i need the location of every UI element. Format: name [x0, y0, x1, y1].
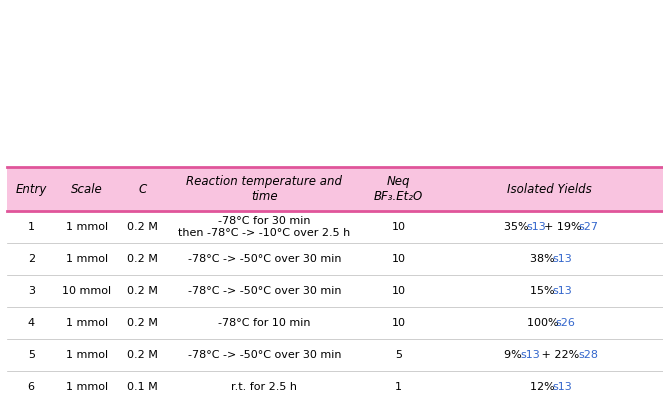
Text: 4: 4	[28, 318, 34, 328]
Text: 1 mmol: 1 mmol	[66, 382, 108, 392]
Text: s13: s13	[553, 286, 572, 296]
Text: Scale: Scale	[71, 183, 103, 195]
Text: s26: s26	[556, 318, 575, 328]
Text: 12%: 12%	[530, 382, 558, 392]
Text: -78°C for 30 min
then -78°C -> -10°C over 2.5 h: -78°C for 30 min then -78°C -> -10°C ove…	[178, 216, 350, 238]
Bar	[7, 167, 663, 211]
Text: -78°C -> -50°C over 30 min: -78°C -> -50°C over 30 min	[188, 286, 341, 296]
Text: 0.1 M: 0.1 M	[127, 382, 158, 392]
Text: Neq
BF₃.Et₂O: Neq BF₃.Et₂O	[374, 175, 424, 203]
Text: 10: 10	[392, 222, 406, 232]
Text: 0.2 M: 0.2 M	[127, 222, 158, 232]
Text: 1 mmol: 1 mmol	[66, 350, 108, 360]
Text: s28: s28	[579, 350, 599, 360]
Text: s13: s13	[521, 350, 540, 360]
Text: s27: s27	[579, 222, 599, 232]
Text: 1: 1	[395, 382, 402, 392]
Text: 15%: 15%	[530, 286, 558, 296]
Text: 10: 10	[392, 318, 406, 328]
Text: 0.2 M: 0.2 M	[127, 254, 158, 264]
Text: 100%: 100%	[526, 318, 562, 328]
Text: 9%: 9%	[504, 350, 525, 360]
Text: r.t. for 2.5 h: r.t. for 2.5 h	[231, 382, 297, 392]
Text: 5: 5	[28, 350, 34, 360]
Text: C: C	[139, 183, 147, 195]
Text: + 22%: + 22%	[538, 350, 583, 360]
Text: Reaction temperature and
time: Reaction temperature and time	[186, 175, 342, 203]
Text: + 19%: + 19%	[544, 222, 585, 232]
Text: 1: 1	[28, 222, 34, 232]
Text: s13: s13	[553, 382, 572, 392]
Text: 0.2 M: 0.2 M	[127, 286, 158, 296]
Text: 35%: 35%	[504, 222, 532, 232]
Text: 3: 3	[28, 286, 34, 296]
Text: 10 mmol: 10 mmol	[62, 286, 111, 296]
Text: Isolated Yields: Isolated Yields	[507, 183, 592, 195]
Text: -78°C for 10 min: -78°C for 10 min	[218, 318, 310, 328]
Text: 6: 6	[28, 382, 34, 392]
Text: 0.2 M: 0.2 M	[127, 318, 158, 328]
Text: 10: 10	[392, 286, 406, 296]
Text: 1 mmol: 1 mmol	[66, 318, 108, 328]
Text: s13: s13	[553, 254, 572, 264]
Text: Entry: Entry	[15, 183, 47, 195]
Text: -78°C -> -50°C over 30 min: -78°C -> -50°C over 30 min	[188, 254, 341, 264]
Text: 0.2 M: 0.2 M	[127, 350, 158, 360]
Text: 1 mmol: 1 mmol	[66, 254, 108, 264]
Text: 2: 2	[28, 254, 34, 264]
Text: s13: s13	[526, 222, 546, 232]
Text: -78°C -> -50°C over 30 min: -78°C -> -50°C over 30 min	[188, 350, 341, 360]
Text: 5: 5	[395, 350, 402, 360]
Text: 1 mmol: 1 mmol	[66, 222, 108, 232]
Text: 38%: 38%	[530, 254, 558, 264]
Text: 10: 10	[392, 254, 406, 264]
